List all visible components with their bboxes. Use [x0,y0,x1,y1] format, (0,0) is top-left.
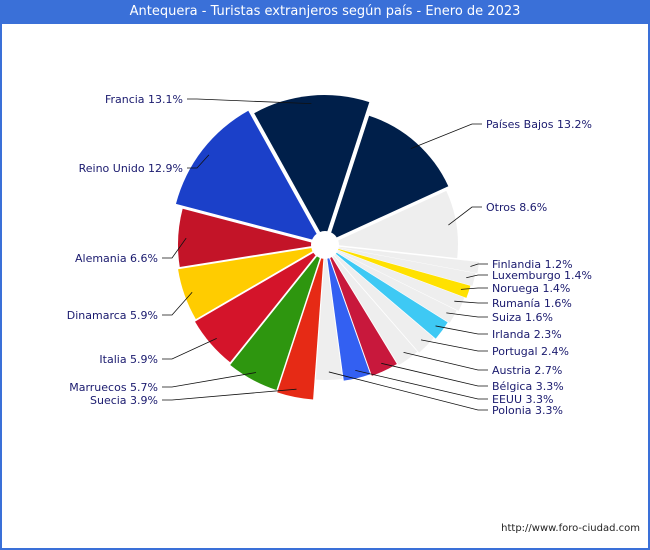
pie-slice-otros [329,190,458,259]
leader-line [460,287,488,290]
leader-line [466,274,488,279]
slice-label: Países Bajos 13.2% [486,118,592,131]
leader-line [446,312,488,318]
pie-slice-polonia [315,249,343,380]
leader-line [448,206,482,226]
leader-line [187,98,312,105]
slice-label: Suecia 3.9% [90,394,158,407]
slice-label: Rumanía 1.6% [492,297,572,310]
slice-label: Reino Unido 12.9% [79,162,183,175]
slice-label: Otros 8.6% [486,201,547,214]
leader-line [187,154,210,169]
leader-line [162,338,217,360]
pie-slice-eeuu [326,249,371,381]
footer-source-url: http://www.foro-ciudad.com [501,523,640,534]
leader-line [162,237,187,259]
leader-line [381,362,488,387]
pie-slice-alemania [178,208,321,267]
slice-labels: Países Bajos 13.2% Otros 8.6% Finlandia 1.… [67,93,592,417]
leader-line [410,123,482,150]
slice-label: Italia 5.9% [99,353,158,366]
pie-slice-austria [327,249,418,366]
leader-line [470,263,488,267]
leader-line [355,370,488,400]
chart-title: Antequera - Turistas extranjeros según p… [129,4,521,19]
slice-label: Francia 13.1% [105,93,183,106]
leader-line [162,388,297,401]
slice-label: Noruega 1.4% [492,282,570,295]
pie-slice-bélgica [327,249,397,376]
slice-label: Portugal 2.4% [492,345,569,358]
leader-line [403,351,488,371]
slice-label: Austria 2.7% [492,364,562,377]
pie-slice-portugal [328,248,434,353]
pie-slice-suiza [329,247,457,323]
pie-slice-finlandia [329,245,480,274]
pie-slice-rumanía [329,246,465,311]
slice-label: Bélgica 3.3% [492,380,564,393]
leader-line [435,325,488,335]
pie-slice-marruecos [230,249,323,391]
pie-slice-luxemburgo [329,246,476,286]
leader-line [162,372,257,388]
slice-label: Luxemburgo 1.4% [492,269,592,282]
slice-label: Irlanda 2.3% [492,328,562,341]
pie-slice-irlanda [329,247,448,339]
pie-center [311,231,339,259]
leader-line [328,371,488,411]
leader-line [162,292,193,316]
label-leader-lines [162,98,488,411]
leader-line [420,339,488,352]
slice-label: Suiza 1.6% [492,311,553,324]
pie-slice-noruega [329,246,471,298]
pie-slice-reino-unido [175,110,322,242]
slice-label: Marruecos 5.7% [69,381,158,394]
pie-slice-dinamarca [178,246,321,320]
pie-slice-francia [254,95,370,241]
slice-label: EEUU 3.3% [492,393,553,406]
leader-line [454,300,488,304]
pie-slice-italia [195,248,322,363]
pie-slice-suecia [277,249,325,400]
slice-label: Alemania 6.6% [75,252,158,265]
slice-label: Finlandia 1.2% [492,258,573,271]
slice-label: Dinamarca 5.9% [67,309,158,322]
slice-label: Polonia 3.3% [492,404,563,417]
pie-slice-países-bajos [328,115,449,242]
pie-slices [175,95,480,400]
